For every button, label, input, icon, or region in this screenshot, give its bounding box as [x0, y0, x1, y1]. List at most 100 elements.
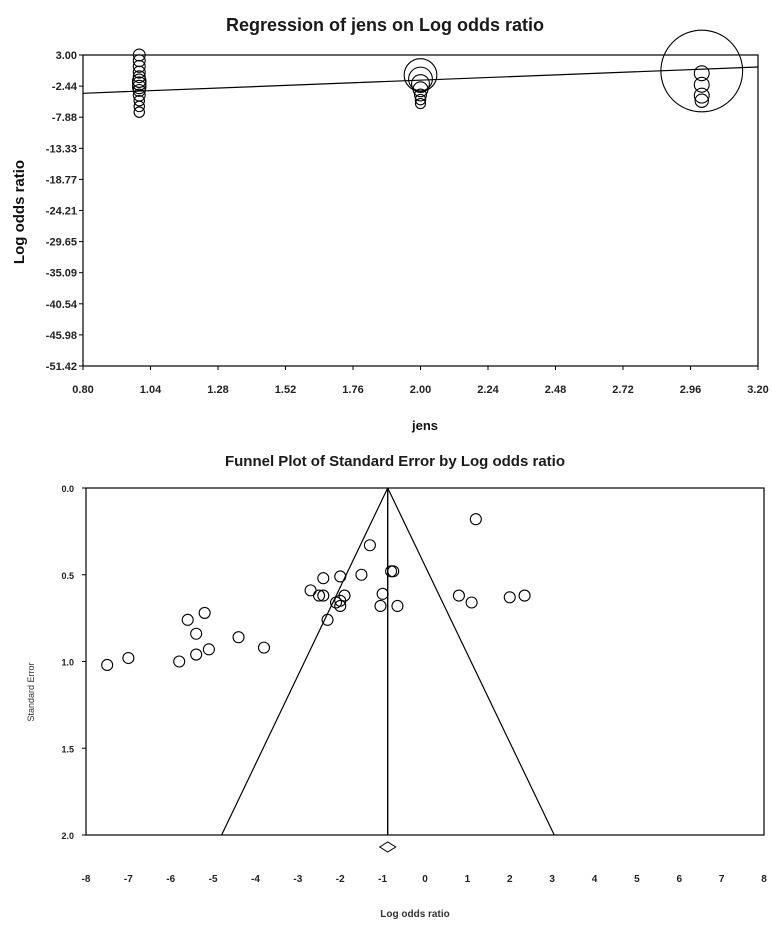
chart2-point	[355, 568, 368, 581]
chart2-point	[469, 513, 482, 526]
chart1-point	[132, 79, 147, 95]
chart1-point	[132, 65, 146, 79]
chart2-x-tick-label: -6	[166, 874, 175, 885]
chart1-y-tick-label: -24.21	[46, 206, 77, 218]
chart2-title: Funnel Plot of Standard Error by Log odd…	[225, 453, 565, 470]
chart2-axes: 0.0 0.5 1.0 1.5 2.0 -8 -7 -6 -5 -4 -3 -2 -1 0 1 2 3 4 5 6 7 8	[61, 484, 767, 885]
chart2-y-tick-label: 2.0	[61, 831, 74, 841]
chart2-point	[334, 599, 347, 613]
chart1-point	[660, 29, 744, 113]
chart2-point	[321, 613, 334, 626]
chart1-plot-area	[82, 54, 759, 367]
chart2-summary-diamond	[378, 841, 397, 853]
chart2-ylabel: Standard Error	[26, 662, 36, 721]
chart1-point	[411, 74, 430, 94]
chart2-point	[317, 589, 330, 602]
chart1-x-tick-label: 2.24	[477, 384, 499, 396]
chart2-marks	[101, 487, 555, 853]
chart1-x-tick-label: 1.28	[207, 384, 228, 396]
chart1-point	[132, 76, 147, 91]
chart2-x-tick-label: 3	[549, 874, 555, 885]
chart1-y-tick-label: -45.98	[46, 330, 77, 342]
chart2-funnel-right	[387, 487, 555, 836]
chart1-point	[132, 59, 146, 73]
chart1-xlabel: jens	[411, 418, 438, 433]
chart1-x-tick-label: 2.72	[612, 384, 633, 396]
chart1-x-tick-label: 1.52	[275, 384, 296, 396]
chart2-x-tick-label: -5	[209, 874, 218, 885]
chart1-ylabel: Log odds ratio	[11, 160, 28, 264]
chart2-y-tick-label: 0.0	[61, 484, 74, 494]
chart2-point	[317, 572, 330, 585]
chart1-x-tick-label: 2.96	[680, 384, 701, 396]
chart2-x-tick-label: -8	[82, 874, 91, 885]
chart2-point	[101, 658, 114, 672]
chart2-x-tick-label: -4	[251, 874, 260, 885]
chart2-x-tick-label: 8	[761, 874, 767, 885]
chart2-point	[376, 587, 389, 600]
chart2-point	[391, 599, 404, 613]
chart2-point	[387, 565, 400, 578]
chart1-x-tick-label: 2.48	[545, 384, 566, 396]
chart2-point	[173, 655, 186, 668]
chart1-y-tick-label: -13.33	[46, 143, 77, 155]
chart2-x-tick-label: 6	[676, 874, 682, 885]
chart2-xlabel: Log odds ratio	[380, 909, 449, 920]
chart1-y-tick-label: -40.54	[46, 299, 78, 311]
chart1-x-tick-label: 0.80	[72, 384, 93, 396]
chart2-funnel-left	[221, 487, 389, 836]
chart1-point	[414, 88, 427, 102]
chart1-y-tick-label: -51.42	[46, 361, 77, 373]
chart2-point	[452, 589, 465, 602]
chart1-point	[693, 76, 710, 93]
chart1-y-tick-label: -7.88	[52, 112, 77, 124]
chart2-frame	[85, 487, 765, 836]
chart2-x-tick-label: 2	[507, 874, 513, 885]
chart1-marks	[82, 29, 759, 118]
chart1-point	[408, 66, 433, 92]
chart2-point	[503, 591, 516, 604]
chart1-point	[132, 73, 147, 88]
chart2-x-tick-label: -7	[124, 874, 133, 885]
chart2-point	[518, 589, 531, 602]
chart1-x-tick-label: 1.76	[342, 384, 363, 396]
chart1-point	[132, 83, 146, 97]
chart2-point	[334, 570, 347, 583]
chart1-point	[133, 106, 146, 118]
chart2-point	[122, 651, 135, 665]
chart2-point	[190, 627, 203, 640]
chart1-axes: 3.00 -2.44 -7.88 -13.33 -18.77 -24.21 -29.65 -3…	[46, 50, 769, 396]
chart2-point	[313, 589, 326, 602]
chart2-point	[257, 641, 271, 654]
chart2-point	[465, 596, 478, 609]
chart1-point	[133, 100, 146, 113]
chart1-y-tick-label: 3.00	[56, 50, 77, 62]
chart1-x-tick-label: 3.20	[747, 384, 768, 396]
chart2-point	[198, 606, 211, 619]
chart1-x-tick-label: 1.04	[140, 384, 162, 396]
chart1-y-tick-label: -2.44	[52, 81, 78, 93]
chart2-y-tick-label: 0.5	[61, 571, 74, 581]
chart1-y-tick-label: -35.09	[46, 268, 77, 280]
chart1-point	[414, 93, 427, 106]
chart2-x-tick-label: -1	[378, 874, 387, 885]
chart2-x-tick-label: 5	[634, 874, 640, 885]
chart1-point	[693, 87, 710, 104]
chart2-point	[190, 648, 203, 661]
chart1-frame	[82, 54, 759, 367]
chart2-y-tick-label: 1.0	[61, 658, 74, 668]
chart2-x-tick-label: -2	[336, 874, 345, 885]
chart2-y-tick-label: 1.5	[61, 744, 74, 754]
chart2-x-tick-label: 0	[422, 874, 428, 885]
chart1-x-tick-label: 2.00	[410, 384, 431, 396]
chart2-x-tick-label: 4	[592, 874, 598, 885]
chart2-point	[363, 539, 376, 552]
chart1-point	[693, 65, 710, 82]
chart2-point	[232, 631, 245, 644]
chart2-point	[374, 599, 387, 613]
chart2-point	[202, 643, 215, 656]
chart1-title: Regression of jens on Log odds ratio	[226, 15, 544, 35]
chart1-y-tick-label: -29.65	[46, 237, 77, 249]
chart2-point	[181, 613, 194, 626]
